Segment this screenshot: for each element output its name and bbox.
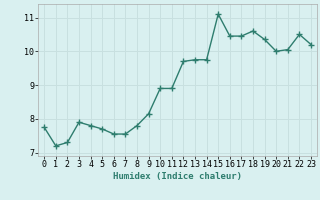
- X-axis label: Humidex (Indice chaleur): Humidex (Indice chaleur): [113, 172, 242, 181]
